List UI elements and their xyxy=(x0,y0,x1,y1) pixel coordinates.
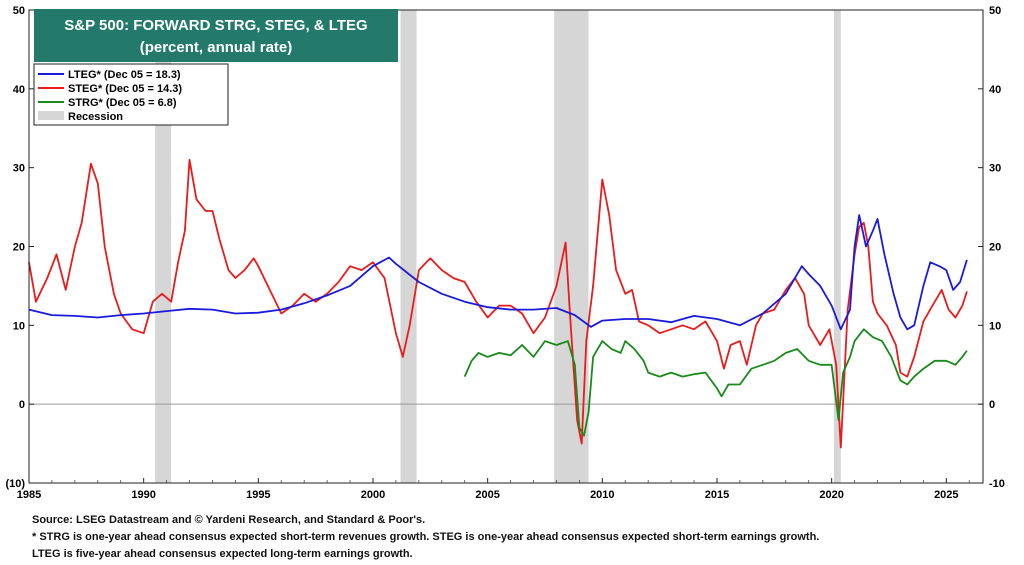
recession-band-3 xyxy=(833,10,841,483)
y-tick-label-right: 30 xyxy=(989,163,1001,175)
legend-label-recession: Recession xyxy=(68,111,123,123)
x-tick-label: 2000 xyxy=(361,489,385,501)
y-tick-label-right: 20 xyxy=(989,242,1001,254)
chart-title: S&P 500: FORWARD STRG, STEG, & LTEG xyxy=(64,17,367,34)
y-tick-label-right: -10 xyxy=(989,478,1005,490)
series-line-steg xyxy=(28,158,968,449)
title-box: S&P 500: FORWARD STRG, STEG, & LTEG (per… xyxy=(34,9,398,62)
y-tick-label-left: 20 xyxy=(13,242,25,254)
x-tick-label: 1995 xyxy=(246,489,270,501)
x-tick-label: 2020 xyxy=(819,489,843,501)
y-axis-right: -10 0 10 20 30 40 50 xyxy=(978,5,1005,490)
legend-label-lteg: LTEG* (Dec 05 = 18.3) xyxy=(68,69,181,81)
x-tick-label: 2015 xyxy=(705,489,729,501)
source-note: Source: LSEG Datastream and © Yardeni Re… xyxy=(32,514,426,526)
series-line-lteg xyxy=(28,214,968,331)
legend: LTEG* (Dec 05 = 18.3) STEG* (Dec 05 = 14… xyxy=(33,63,229,126)
series-line-strg xyxy=(463,328,968,437)
y-tick-label-left: 10 xyxy=(13,320,25,332)
y-tick-label-right: 0 xyxy=(989,399,995,411)
recession-bands xyxy=(155,10,841,483)
x-tick-label: 2005 xyxy=(475,489,499,501)
chart: 1985 1990 1995 2000 2005 2010 2015 2020 2025 (10… xyxy=(5,5,1005,501)
x-axis: 1985 1990 1995 2000 2005 2010 2015 2020 2025 xyxy=(17,478,970,501)
x-tick-label: 1990 xyxy=(131,489,155,501)
chart-subtitle: (percent, annual rate) xyxy=(140,39,293,56)
y-tick-label-right: 40 xyxy=(989,84,1001,96)
x-tick-label: 1985 xyxy=(17,489,41,501)
footnote-lteg: LTEG is five-year ahead consensus expect… xyxy=(32,548,413,560)
legend-label-strg: STRG* (Dec 05 = 6.8) xyxy=(68,97,177,109)
y-tick-label-right: 10 xyxy=(989,320,1001,332)
recession-band-0 xyxy=(155,10,172,483)
x-tick-label: 2025 xyxy=(934,489,958,501)
y-tick-label-left: 30 xyxy=(13,163,25,175)
x-tick-label: 2010 xyxy=(590,489,614,501)
legend-swatch-recession xyxy=(38,111,64,120)
legend-label-steg: STEG* (Dec 05 = 14.3) xyxy=(68,83,182,95)
y-tick-label-left: 50 xyxy=(13,5,25,17)
y-tick-label-left: (10) xyxy=(5,478,25,490)
recession-band-1 xyxy=(400,10,417,483)
series-lines xyxy=(28,158,968,449)
y-tick-label-right: 50 xyxy=(989,5,1001,17)
y-tick-label-left: 0 xyxy=(19,399,25,411)
y-tick-label-left: 40 xyxy=(13,84,25,96)
y-axis-left: (10) 0 10 20 30 40 50 xyxy=(5,5,34,490)
footnote-strg-steg: * STRG is one-year ahead consensus expec… xyxy=(32,531,820,543)
